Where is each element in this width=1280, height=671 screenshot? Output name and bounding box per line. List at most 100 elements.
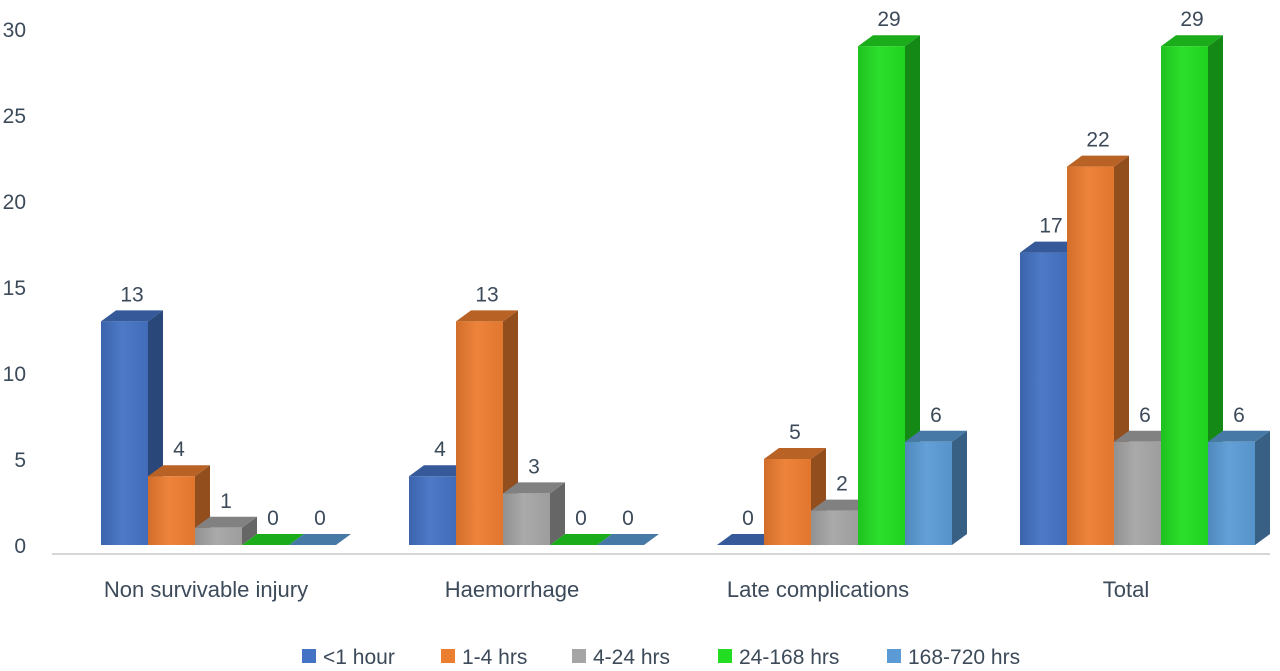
bar-top bbox=[1067, 155, 1129, 167]
data-label: 4 bbox=[434, 438, 446, 461]
data-label: 0 bbox=[742, 507, 754, 530]
data-label: 22 bbox=[1086, 129, 1109, 152]
bar-late-complications-24-168-hrs bbox=[858, 35, 920, 545]
bar-top bbox=[811, 499, 873, 511]
bar-top bbox=[503, 482, 565, 494]
x-tick-label: Non survivable injury bbox=[104, 577, 308, 602]
legend-item-4-24-hrs: 4-24 hrs bbox=[572, 646, 670, 669]
bar-total-24-168-hrs bbox=[1161, 35, 1223, 545]
bar-top bbox=[409, 465, 471, 477]
data-label: 0 bbox=[267, 507, 279, 530]
x-tick-label: Haemorrhage bbox=[445, 577, 580, 602]
category-group-non-survivable-injury bbox=[101, 310, 351, 545]
data-label: 13 bbox=[475, 283, 498, 306]
y-tick-label: 5 bbox=[14, 449, 26, 472]
bar-front bbox=[1020, 252, 1067, 545]
bar-front bbox=[1161, 46, 1208, 545]
bar-front bbox=[764, 459, 811, 545]
x-axis-labels: Non survivable injury Haemorrhage Late com… bbox=[104, 577, 1149, 602]
data-label: 3 bbox=[528, 455, 540, 478]
bar-front bbox=[195, 527, 242, 545]
bar-late-complications-1-hour bbox=[717, 534, 779, 545]
y-axis-labels: 0 5 10 15 20 25 30 bbox=[3, 19, 26, 558]
y-tick-label: 15 bbox=[3, 277, 26, 300]
legend-item-1-hour: <1 hour bbox=[302, 646, 395, 669]
y-tick-label: 25 bbox=[3, 105, 26, 128]
data-label: 17 bbox=[1039, 215, 1062, 238]
data-label: 29 bbox=[1180, 8, 1203, 31]
legend-item-1-4-hrs: 1-4 hrs bbox=[441, 646, 527, 669]
y-tick-label: 30 bbox=[3, 19, 26, 42]
bar-haemorrhage-168-720-hrs bbox=[597, 534, 659, 545]
bar-side bbox=[1208, 35, 1223, 545]
bar-side bbox=[242, 516, 257, 545]
y-tick-label: 10 bbox=[3, 363, 26, 386]
bar-top bbox=[1020, 241, 1082, 253]
bar-front bbox=[101, 321, 148, 545]
bar-front bbox=[1208, 441, 1255, 545]
y-tick-label: 0 bbox=[14, 535, 26, 558]
legend-label: 4-24 hrs bbox=[593, 646, 670, 666]
legend-label: 1-4 hrs bbox=[462, 646, 527, 666]
bar-top bbox=[905, 430, 967, 442]
data-label: 5 bbox=[789, 421, 801, 444]
bar-non-survivable-injury-168-720-hrs bbox=[289, 534, 351, 545]
legend: <1 hour 1-4 hrs 4-24 hrs 24-168 hrs 168-720 … bbox=[302, 646, 1020, 669]
legend-swatch bbox=[572, 649, 586, 663]
data-label: 6 bbox=[1233, 404, 1245, 427]
bar-front bbox=[1114, 441, 1161, 545]
bar-total-168-720-hrs bbox=[1208, 430, 1270, 545]
legend-swatch bbox=[302, 649, 316, 663]
x-tick-label: Late complications bbox=[727, 577, 909, 602]
bar-top bbox=[717, 534, 779, 545]
bar-top bbox=[456, 310, 518, 322]
data-label: 4 bbox=[173, 438, 185, 461]
data-label: 29 bbox=[877, 8, 900, 31]
bars bbox=[101, 35, 1270, 545]
bar-top bbox=[148, 465, 210, 477]
legend-label: 168-720 hrs bbox=[908, 646, 1020, 666]
bar-non-survivable-injury-24-168-hrs bbox=[242, 534, 304, 545]
bar-side bbox=[550, 482, 565, 545]
bar-front bbox=[905, 441, 952, 545]
legend-swatch bbox=[441, 649, 455, 663]
bar-top bbox=[597, 534, 659, 545]
category-group-haemorrhage bbox=[409, 310, 659, 545]
legend-swatch bbox=[887, 649, 901, 663]
legend-item-168-720-hrs: 168-720 hrs bbox=[887, 646, 1020, 669]
bar-front bbox=[409, 476, 456, 545]
category-group-late-complications bbox=[717, 35, 967, 545]
x-tick-label: Total bbox=[1103, 577, 1149, 602]
bar-haemorrhage-24-168-hrs bbox=[550, 534, 612, 545]
data-label: 0 bbox=[575, 507, 587, 530]
data-label: 2 bbox=[836, 473, 848, 496]
bar-top bbox=[550, 534, 612, 545]
bar-top bbox=[1208, 430, 1270, 442]
bar-top bbox=[1161, 35, 1223, 47]
bar-front bbox=[456, 321, 503, 545]
bar-top bbox=[242, 534, 304, 545]
data-label: 0 bbox=[314, 507, 326, 530]
legend-item-24-168-hrs: 24-168 hrs bbox=[718, 646, 839, 669]
bar-top bbox=[101, 310, 163, 322]
bar-top bbox=[858, 35, 920, 47]
bar-top bbox=[195, 516, 257, 528]
bar-haemorrhage-4-24-hrs bbox=[503, 482, 565, 545]
bar-front bbox=[1067, 166, 1114, 545]
bar-front bbox=[503, 493, 550, 545]
bar-side bbox=[952, 430, 967, 545]
bar-side bbox=[1255, 430, 1270, 545]
bar-top bbox=[764, 448, 826, 459]
data-label: 6 bbox=[1139, 404, 1151, 427]
bar-front bbox=[811, 510, 858, 545]
y-tick-label: 20 bbox=[3, 191, 26, 214]
legend-label: <1 hour bbox=[323, 646, 395, 666]
bar-front bbox=[148, 476, 195, 545]
bar-haemorrhage-1-4-hrs bbox=[456, 310, 518, 545]
bar-side bbox=[905, 35, 920, 545]
legend-label: 24-168 hrs bbox=[739, 646, 839, 666]
data-label: 0 bbox=[622, 507, 634, 530]
